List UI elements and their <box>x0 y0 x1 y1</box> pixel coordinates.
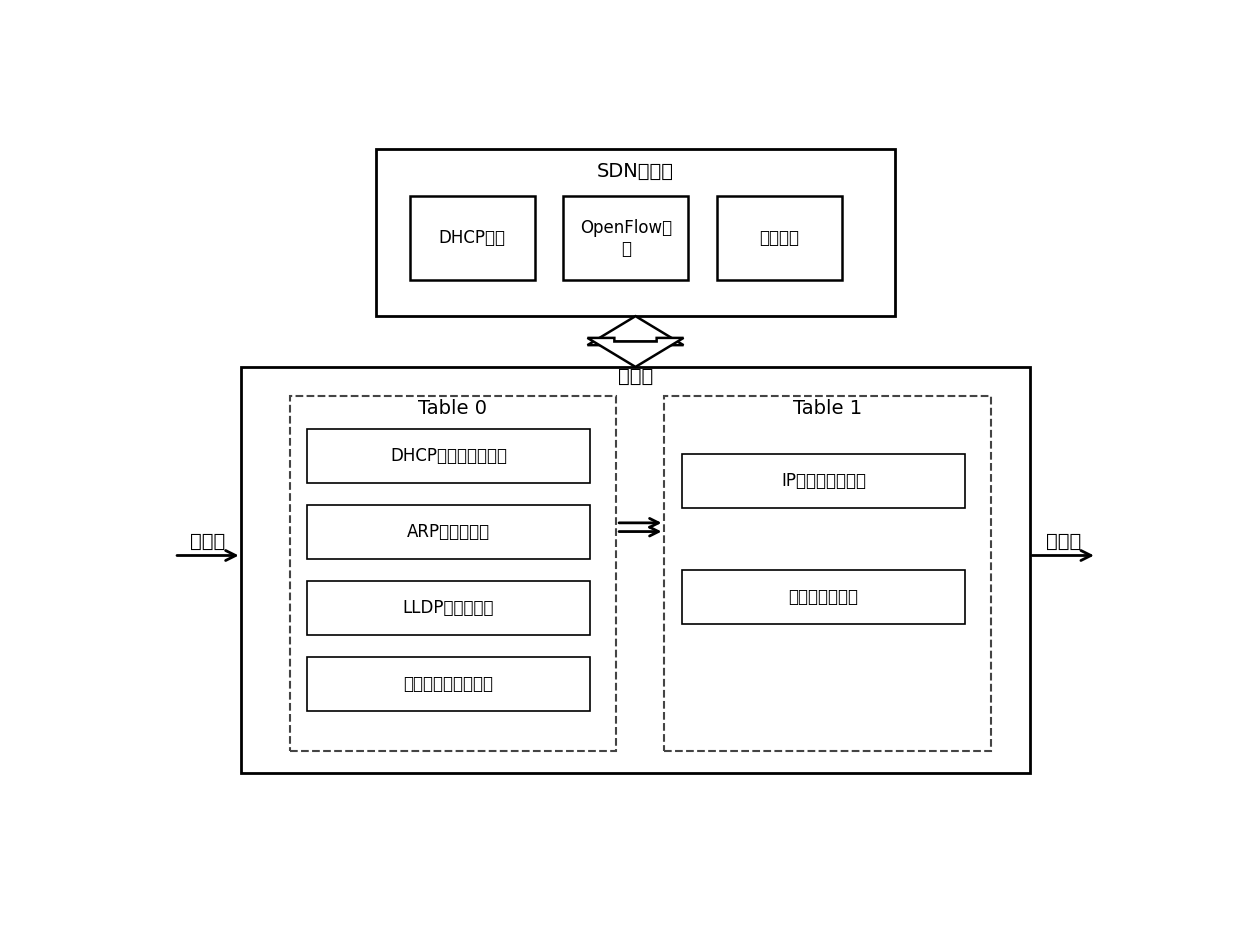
Bar <box>290 396 616 752</box>
Polygon shape <box>588 317 683 345</box>
Bar <box>409 197 534 280</box>
Bar <box>563 197 688 280</box>
Text: 转发器: 转发器 <box>618 366 653 386</box>
Bar <box>306 429 590 483</box>
Text: ARP报文流表项: ARP报文流表项 <box>407 523 490 541</box>
Bar <box>306 581 590 635</box>
Text: SDN控制器: SDN控制器 <box>596 162 675 181</box>
Text: OpenFlow模
块: OpenFlow模 块 <box>580 219 672 257</box>
Text: DHCP协议报文流表项: DHCP协议报文流表项 <box>391 447 507 464</box>
Bar <box>306 505 590 560</box>
Bar <box>665 396 991 752</box>
Text: 用户认证通过流表项: 用户认证通过流表项 <box>403 675 494 693</box>
Text: 包输入: 包输入 <box>190 531 226 550</box>
Text: 报文转发流表项: 报文转发流表项 <box>789 588 858 607</box>
Text: IP报文首包流表项: IP报文首包流表项 <box>781 472 866 490</box>
Text: LLDP报文流表项: LLDP报文流表项 <box>403 599 495 617</box>
Text: 包输出: 包输出 <box>1045 531 1081 550</box>
Text: 转发模块: 转发模块 <box>760 229 800 247</box>
Bar <box>717 197 842 280</box>
Bar <box>242 366 1029 773</box>
Bar <box>682 570 965 625</box>
Bar <box>682 454 965 509</box>
Polygon shape <box>588 338 683 366</box>
Bar <box>376 150 895 317</box>
Text: DHCP模块: DHCP模块 <box>439 229 506 247</box>
Bar <box>306 658 590 711</box>
Text: Table 1: Table 1 <box>794 398 862 417</box>
Text: Table 0: Table 0 <box>418 398 487 417</box>
